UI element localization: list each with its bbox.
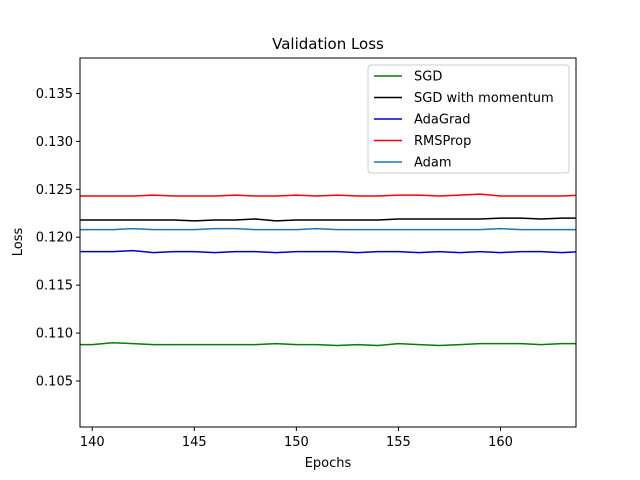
- x-axis: 140 145 150 155 160: [80, 427, 513, 450]
- legend: SGD SGD with momentum AdaGrad RMSProp Adam: [367, 64, 570, 174]
- x-tick-label: 160: [488, 435, 513, 450]
- x-axis-label: Epochs: [305, 456, 352, 471]
- legend-box: [367, 64, 570, 174]
- plot-frame: [79, 57, 577, 428]
- legend-label-3: RMSProp: [414, 134, 471, 149]
- x-tick-label: 140: [80, 435, 105, 450]
- y-tick-label: 0.125: [36, 183, 73, 198]
- y-tick-label: 0.115: [36, 279, 73, 294]
- x-tick-label: 155: [386, 435, 411, 450]
- x-tick-label: 150: [284, 435, 309, 450]
- x-tick-label: 145: [182, 435, 207, 450]
- series-line-0: [80, 341, 576, 347]
- legend-label-2: AdaGrad: [414, 113, 471, 128]
- legend-label-0: SGD: [414, 70, 442, 85]
- y-axis-label: Loss: [11, 228, 26, 257]
- legend-label-1: SGD with momentum: [414, 91, 554, 106]
- series-line-4: [80, 227, 576, 231]
- series-layer: [80, 193, 576, 347]
- y-tick-label: 0.110: [36, 327, 73, 342]
- legend-label-4: Adam: [414, 156, 452, 171]
- series-line-1: [80, 217, 576, 222]
- chart-title: Validation Loss: [272, 35, 384, 53]
- y-tick-label: 0.130: [36, 135, 73, 150]
- y-axis: 0.105 0.110 0.115 0.120 0.125 0.130 0.135: [36, 87, 80, 389]
- y-tick-label: 0.120: [36, 231, 73, 246]
- series-line-3: [80, 193, 576, 197]
- series-line-2: [80, 249, 576, 254]
- y-tick-label: 0.135: [36, 87, 73, 102]
- y-tick-label: 0.105: [36, 374, 73, 389]
